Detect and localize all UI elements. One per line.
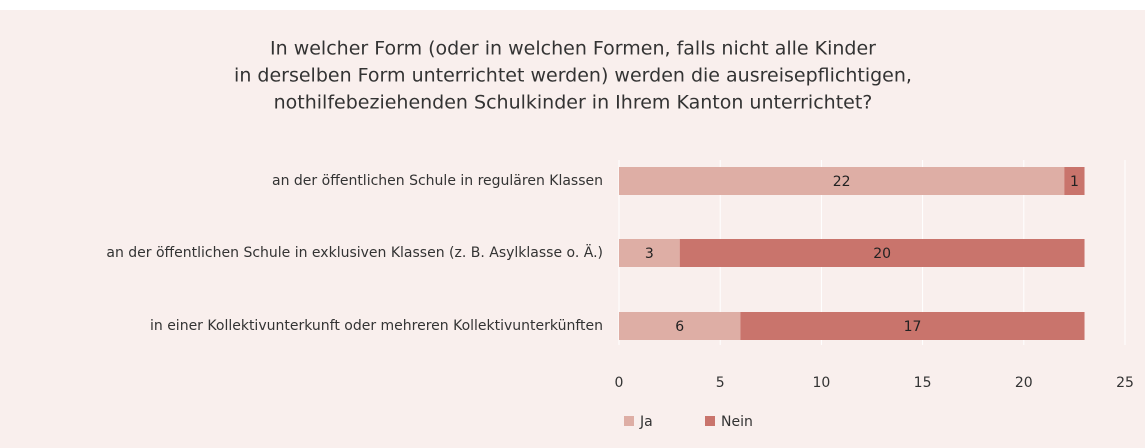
data-label: 20	[873, 246, 891, 262]
chart-title: in derselben Form unterrichtet werden) w…	[234, 65, 912, 87]
legend-swatch	[624, 416, 634, 426]
y-tick-label: an der öffentlichen Schule in exklusiven…	[106, 243, 603, 261]
bar-segment	[619, 239, 680, 267]
data-label: 3	[645, 246, 654, 262]
background	[0, 10, 1145, 448]
bar-segment	[679, 239, 1085, 267]
x-tick-label: 20	[1015, 375, 1033, 391]
data-label: 17	[904, 319, 922, 335]
data-label: 6	[675, 319, 684, 335]
bar-segment	[619, 312, 741, 340]
x-tick-label: 0	[615, 375, 624, 391]
x-tick-label: 10	[812, 375, 830, 391]
y-tick-label: an der öffentlichen Schule in regulären …	[272, 173, 603, 189]
bar-segment	[619, 167, 1065, 195]
y-tick-label: in einer Kollektivunterkunft oder mehrer…	[150, 318, 603, 334]
data-label: 1	[1070, 174, 1079, 190]
x-tick-label: 5	[716, 375, 725, 391]
chart-title: In welcher Form (oder in welchen Formen,…	[270, 38, 876, 60]
legend-label: Ja	[639, 414, 653, 430]
legend-label: Nein	[721, 414, 753, 430]
x-tick-label: 25	[1116, 375, 1134, 391]
data-label: 22	[833, 174, 851, 190]
bar-segment	[1064, 167, 1085, 195]
x-tick-label: 15	[914, 375, 932, 391]
chart-title: nothilfebeziehenden Schulkinder in Ihrem…	[274, 92, 873, 114]
bar-segment	[740, 312, 1085, 340]
legend-swatch	[705, 416, 715, 426]
